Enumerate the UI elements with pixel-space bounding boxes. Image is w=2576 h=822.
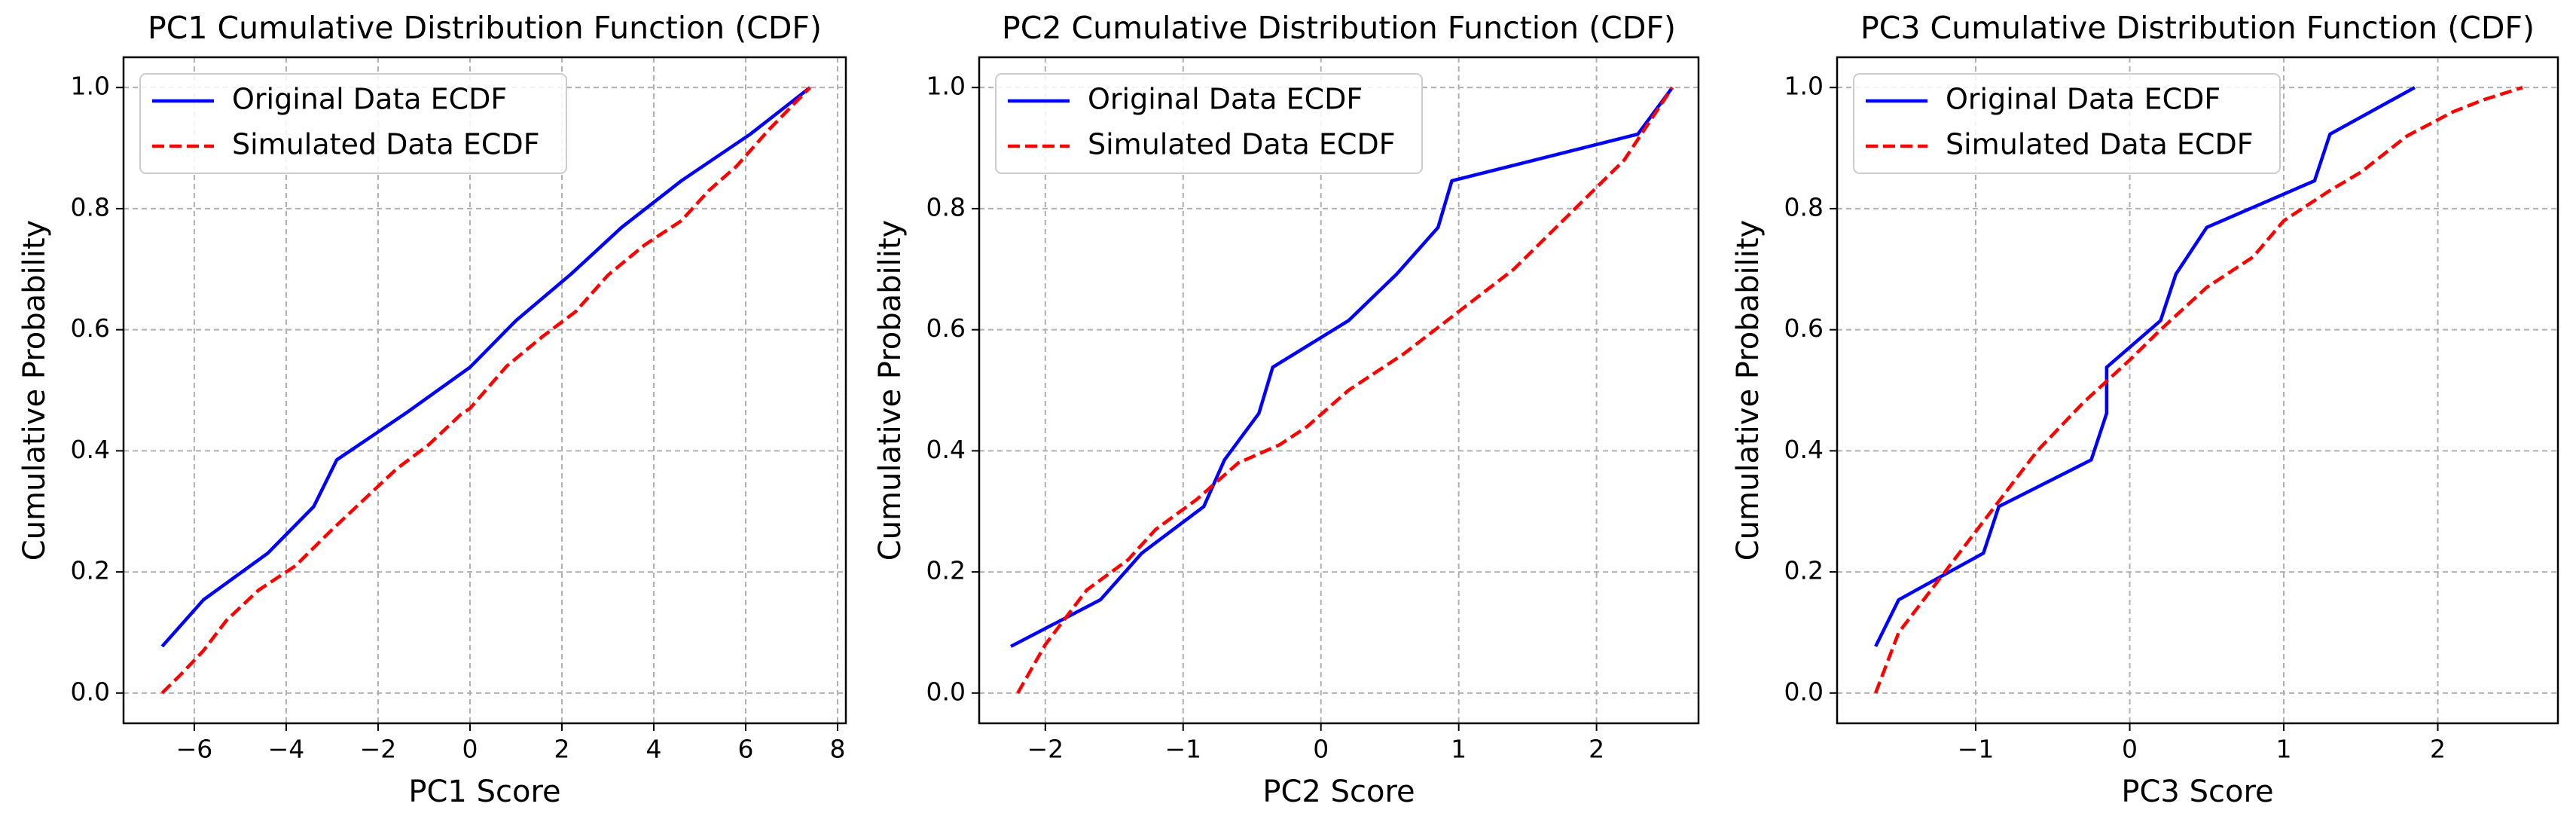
data-line — [1016, 86, 1674, 694]
y-tick-label: 0.2 — [926, 556, 966, 585]
x-tick-label: 0 — [2122, 735, 2138, 764]
x-axis-label: PC3 Score — [2121, 775, 2273, 809]
y-tick-label: 0.2 — [1784, 556, 1824, 585]
legend-label: Original Data ECDF — [232, 83, 507, 116]
y-tick-label: 0.8 — [71, 192, 110, 222]
data-line — [1874, 86, 2416, 647]
x-tick-label: −4 — [268, 735, 305, 764]
axes-frame — [1836, 56, 2559, 725]
x-tick-label: 2 — [554, 735, 569, 764]
y-tick-label: 0.6 — [1784, 313, 1824, 343]
y-tick-label: 0.0 — [926, 677, 966, 706]
legend-box — [995, 73, 1423, 174]
legend-label: Original Data ECDF — [1946, 83, 2220, 116]
chart-title: PC2 Cumulative Distribution Function (CD… — [1002, 10, 1676, 46]
x-tick-label: 6 — [738, 735, 754, 764]
y-axis-label: Cumulative Probability — [873, 220, 908, 561]
y-tick-label: 0.8 — [926, 192, 966, 222]
y-axis-label: Cumulative Probability — [1731, 220, 1766, 561]
y-tick-label: 0.4 — [926, 435, 966, 464]
y-tick-label: 0.6 — [926, 313, 966, 343]
axes-frame — [978, 56, 1700, 725]
x-tick-label: 4 — [646, 735, 661, 764]
x-tick-label: −2 — [1027, 735, 1064, 764]
y-tick-label: 0.6 — [71, 313, 110, 343]
y-tick-label: 1.0 — [71, 72, 110, 101]
chart-title: PC3 Cumulative Distribution Function (CD… — [1860, 10, 2535, 46]
data-line — [1874, 86, 2523, 694]
x-tick-label: 8 — [830, 735, 846, 764]
x-tick-label: −2 — [360, 735, 397, 764]
y-tick-label: 1.0 — [1784, 72, 1824, 101]
x-tick-label: 0 — [1313, 735, 1329, 764]
legend-label: Original Data ECDF — [1088, 83, 1363, 116]
y-tick-label: 0.4 — [1784, 435, 1824, 464]
x-tick-label: 2 — [2430, 735, 2446, 764]
y-tick-label: 0.0 — [71, 677, 110, 706]
legend-label: Simulated Data ECDF — [1946, 128, 2254, 161]
x-tick-label: 0 — [462, 735, 478, 764]
x-tick-label: −1 — [1958, 735, 1995, 764]
legend-box — [139, 73, 567, 174]
x-axis-label: PC1 Score — [408, 775, 560, 809]
chart-title: PC1 Cumulative Distribution Function (CD… — [148, 10, 822, 46]
y-tick-label: 1.0 — [926, 72, 966, 101]
y-tick-label: 0.4 — [71, 435, 110, 464]
x-tick-label: 1 — [2276, 735, 2292, 764]
legend-box — [1853, 73, 2281, 174]
y-tick-label: 0.0 — [1784, 677, 1824, 706]
y-tick-label: 0.8 — [1784, 192, 1824, 222]
y-axis-label: Cumulative Probability — [17, 220, 52, 561]
data-line — [1010, 86, 1674, 648]
legend-label: Simulated Data ECDF — [232, 128, 540, 161]
axes-frame — [122, 56, 847, 725]
x-tick-label: −1 — [1164, 735, 1201, 764]
legend-label: Simulated Data ECDF — [1088, 128, 1396, 161]
data-line — [160, 86, 811, 648]
x-axis-label: PC2 Score — [1262, 775, 1415, 809]
y-tick-label: 0.2 — [71, 556, 110, 585]
x-tick-label: −6 — [176, 735, 213, 764]
data-line — [160, 86, 812, 695]
x-tick-label: 1 — [1451, 735, 1467, 764]
x-tick-label: 2 — [1589, 735, 1604, 764]
